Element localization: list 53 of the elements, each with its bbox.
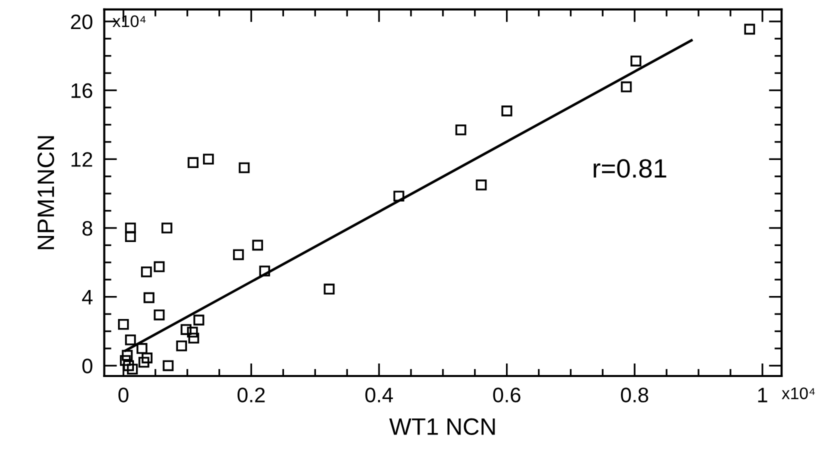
point [259,266,270,276]
x-tick-label: 0.8 [620,388,648,402]
point [476,180,487,190]
point [118,318,129,330]
point [238,162,250,174]
point [138,356,150,368]
point [176,340,188,352]
y-tick-label: 16 [72,83,92,98]
point [122,350,133,361]
point [252,240,264,251]
point [233,249,244,260]
point [125,231,136,242]
x-tick-label: 0.2 [238,388,265,402]
point [393,190,404,202]
point [126,364,138,375]
point [154,261,165,272]
text: x10⁴ [782,387,815,400]
point [744,24,756,35]
point [123,360,134,372]
y-tick-label: 0 [82,358,92,374]
x-axis-title: WT1 NCN [389,418,495,435]
point [162,360,174,372]
point [144,292,154,304]
point [188,157,199,168]
point [142,352,152,364]
y-tick-label: 20 [71,14,92,30]
x-tick-label: 0 [118,388,128,402]
point [324,284,335,294]
point [154,309,165,320]
point [187,326,198,338]
point [120,355,131,366]
point [630,56,642,66]
annotation: x10⁴ [112,15,146,28]
point [136,343,148,354]
point [125,222,136,234]
point [141,266,152,278]
point [193,314,204,326]
point [620,81,632,92]
point [180,324,192,335]
annotation: r=0.81 [594,159,666,178]
x-tick-label: 1 [758,388,768,402]
point [501,106,512,116]
point [203,154,214,165]
x-tick-label: 0.4 [365,388,393,402]
point [455,124,466,136]
y-tick-label: 4 [82,290,93,304]
x-tick-label: 0.6 [493,388,520,402]
point [188,332,200,344]
y-axis-title: NPM1NCN [37,136,54,250]
point [125,334,136,346]
y-tick-label: 8 [82,220,92,236]
y-tick-label: 12 [72,152,92,167]
point [161,222,172,234]
